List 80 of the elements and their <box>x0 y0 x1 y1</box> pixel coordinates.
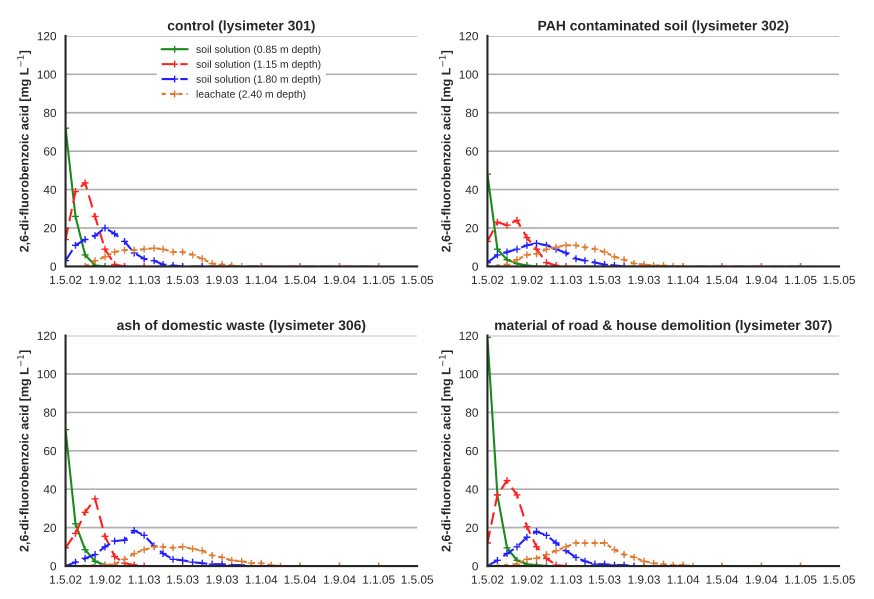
x-tick-label: 1.5.03 <box>589 575 620 584</box>
x-tick-label: 1.5.03 <box>167 276 199 284</box>
y-tick-label: 20 <box>44 224 56 232</box>
y-tick-label: 0 <box>472 562 478 570</box>
x-tick-label: 1.1.04 <box>246 276 278 284</box>
x-tick-label: 1.1.04 <box>246 575 278 584</box>
x-tick-label: 1.9.03 <box>628 575 660 584</box>
y-tick-label: 40 <box>466 186 478 194</box>
x-tick-label: 1.5.02 <box>472 575 504 584</box>
y-tick-label: 80 <box>44 108 56 118</box>
chart-title: material of road & house demolition (lysimeter 307) <box>495 320 832 333</box>
x-tick-label: 1.5.05 <box>402 575 434 584</box>
legend-label: soil solution (1.15 m depth) <box>196 60 320 70</box>
y-tick-label: 60 <box>466 446 478 456</box>
y-tick-label: 20 <box>466 224 478 232</box>
x-tick-label: 1.9.02 <box>90 575 121 584</box>
x-tick-label: 1.5.04 <box>284 276 316 284</box>
y-tick-label: 100 <box>460 70 478 79</box>
y-tick-label: 100 <box>460 370 478 378</box>
x-tick-label: 1.1.03 <box>128 575 160 584</box>
y-tick-label: 40 <box>44 485 56 494</box>
x-tick-label: 1.5.04 <box>706 276 738 284</box>
y-tick-label: 80 <box>466 108 478 118</box>
x-tick-label: 1.1.04 <box>668 276 700 284</box>
legend-label: soil solution (0.85 m depth) <box>196 45 320 56</box>
x-tick-label: 1.5.04 <box>706 575 738 584</box>
legend-label: leachate (2.40 m depth) <box>196 90 306 100</box>
y-tick-label: 120 <box>38 32 56 40</box>
y-axis-title: 2,6-di-fluorobenzoic acid [mg L$^{−1}$] <box>17 50 32 252</box>
y-tick-label: 60 <box>44 147 56 156</box>
x-tick-label: 1.1.05 <box>363 276 395 284</box>
x-tick-label: 1.5.05 <box>402 276 434 284</box>
x-tick-label: 1.9.02 <box>511 575 543 584</box>
x-tick-label: 1.9.02 <box>90 276 121 284</box>
y-tick-label: 80 <box>466 408 478 417</box>
x-tick-label: 1.1.05 <box>363 575 395 584</box>
y-tick-label: 20 <box>44 524 56 532</box>
y-tick-label: 0 <box>472 262 478 271</box>
x-tick-label: 1.1.04 <box>668 575 700 584</box>
x-tick-label: 1.9.03 <box>628 276 660 284</box>
chart-title: PAH contaminated soil (lysimeter 302) <box>538 20 788 34</box>
x-tick-label: 1.1.05 <box>785 575 816 584</box>
x-tick-label: 1.5.05 <box>824 575 855 584</box>
y-tick-label: 100 <box>38 70 56 79</box>
y-tick-label: 120 <box>460 32 478 40</box>
x-tick-label: 1.9.03 <box>206 276 238 284</box>
y-tick-label: 0 <box>50 562 56 570</box>
x-tick-label: 1.5.02 <box>50 276 82 284</box>
x-tick-label: 1.9.04 <box>324 276 356 284</box>
y-axis-title: 2,6-di-fluorobenzoic acid [mg L$^{−1}$] <box>439 50 453 252</box>
y-tick-label: 60 <box>466 147 478 156</box>
x-tick-label: 1.9.04 <box>746 575 778 584</box>
y-tick-label: 60 <box>44 446 56 456</box>
y-tick-label: 0 <box>50 262 56 271</box>
y-tick-label: 20 <box>466 524 478 532</box>
y-axis-title: 2,6-di-fluorobenzoic acid [mg L$^{−1}$] <box>17 350 32 552</box>
x-tick-label: 1.5.03 <box>167 575 199 584</box>
x-tick-label: 1.1.03 <box>550 575 582 584</box>
x-tick-label: 1.5.05 <box>824 276 855 284</box>
x-tick-label: 1.5.02 <box>50 575 82 584</box>
y-axis-title: 2,6-di-fluorobenzoic acid [mg L$^{−1}$] <box>439 350 453 552</box>
y-tick-label: 40 <box>44 186 56 194</box>
chart-title: ash of domestic waste (lysimeter 306) <box>117 320 366 333</box>
x-tick-label: 1.5.02 <box>472 276 504 284</box>
legend-label: soil solution (1.80 m depth) <box>196 75 320 85</box>
y-tick-label: 120 <box>460 332 478 340</box>
y-tick-label: 80 <box>44 408 56 417</box>
chart-title: control (lysimeter 301) <box>168 20 315 34</box>
x-tick-label: 1.5.03 <box>589 276 620 284</box>
x-tick-label: 1.5.04 <box>284 575 316 584</box>
x-tick-label: 1.9.04 <box>324 575 356 584</box>
y-tick-label: 40 <box>466 485 478 494</box>
x-tick-label: 1.9.04 <box>746 276 778 284</box>
x-tick-label: 1.9.02 <box>511 276 543 284</box>
x-tick-label: 1.1.03 <box>128 276 160 284</box>
x-tick-label: 1.1.03 <box>550 276 582 284</box>
y-tick-label: 100 <box>38 370 56 378</box>
x-tick-label: 1.9.03 <box>206 575 238 584</box>
y-tick-label: 120 <box>38 332 56 340</box>
x-tick-label: 1.1.05 <box>785 276 816 284</box>
